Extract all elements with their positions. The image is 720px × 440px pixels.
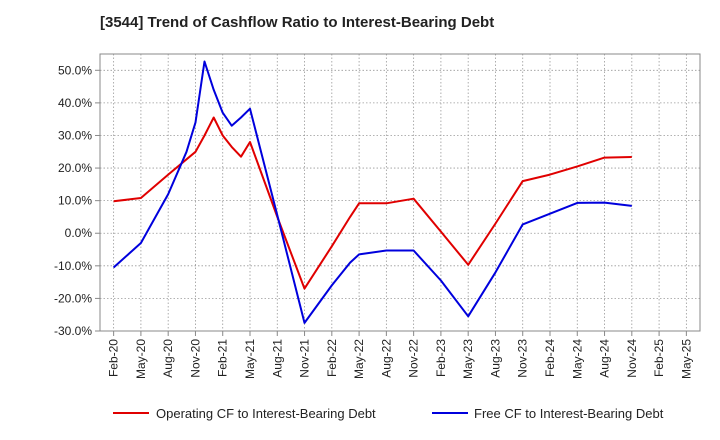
x-axis-ticks: Feb-20 May-20 Aug-20 Nov-20 Feb-21 May-21 Aug-… [107, 331, 693, 379]
plot-frame [99, 53, 701, 332]
y-tick-label: 50.0% [58, 63, 92, 77]
x-tick-label: Aug-20 [161, 339, 175, 378]
x-tick-label: Nov-22 [407, 339, 421, 378]
y-tick-label: -30.0% [54, 324, 92, 338]
x-tick-label: Feb-21 [216, 339, 230, 377]
x-tick-label: Nov-24 [625, 339, 639, 378]
x-tick-label: Feb-20 [107, 339, 121, 377]
y-tick-label: 20.0% [58, 161, 92, 175]
x-tick-label: Feb-22 [325, 339, 339, 377]
legend-label: Free CF to Interest-Bearing Debt [474, 406, 664, 421]
x-tick-label: May-22 [352, 339, 366, 379]
x-tick-label: Nov-21 [298, 339, 312, 378]
x-tick-label: Feb-24 [543, 339, 557, 377]
x-tick-label: Aug-22 [379, 339, 393, 378]
x-tick-label: May-23 [461, 339, 475, 379]
series-line-operating-cf [113, 116, 632, 290]
x-tick-label: May-21 [243, 339, 257, 379]
chart-title: [3544] Trend of Cashflow Ratio to Intere… [100, 14, 495, 31]
grid [100, 54, 700, 332]
y-tick-label: -10.0% [54, 259, 92, 273]
y-tick-label: 10.0% [58, 194, 92, 208]
legend: Operating CF to Interest-Bearing Debt Fre… [113, 406, 664, 421]
x-tick-label: Aug-24 [598, 339, 612, 378]
series-lines [112, 60, 632, 324]
x-tick-label: May-25 [679, 339, 693, 379]
series-line-free-cf [112, 60, 632, 324]
y-tick-label: -20.0% [54, 291, 92, 305]
x-tick-label: Aug-23 [488, 339, 502, 378]
y-tick-label: 0.0% [65, 226, 93, 240]
x-tick-label: Feb-25 [652, 339, 666, 377]
x-tick-label: May-20 [134, 339, 148, 379]
y-axis-ticks: -30.0% -20.0% -10.0% 0.0% 10.0% 20.0% 30.0% 40.… [54, 63, 100, 338]
x-tick-label: Nov-23 [516, 339, 530, 378]
y-tick-label: 40.0% [58, 96, 92, 110]
x-tick-label: Feb-23 [434, 339, 448, 377]
legend-label: Operating CF to Interest-Bearing Debt [156, 406, 376, 421]
x-tick-label: May-24 [570, 339, 584, 379]
y-tick-label: 30.0% [58, 128, 92, 142]
x-tick-label: Nov-20 [188, 339, 202, 378]
x-tick-label: Aug-21 [270, 339, 284, 378]
